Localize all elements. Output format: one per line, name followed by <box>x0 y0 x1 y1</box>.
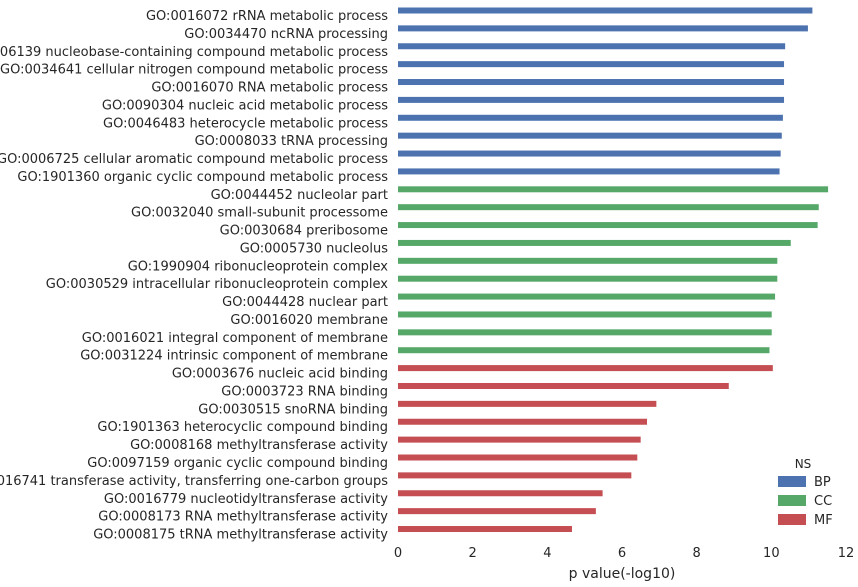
category-label: GO:0016779 nucleotidyltransferase activi… <box>104 492 388 507</box>
legend-swatch-mf <box>778 514 806 525</box>
bar-bp <box>398 132 782 139</box>
category-label: GO:0006139 nucleobase-containing compoun… <box>0 45 388 60</box>
x-tick-label: 8 <box>693 546 701 561</box>
category-label: GO:0034641 cellular nitrogen compound me… <box>0 63 388 78</box>
bar-cc <box>398 347 770 354</box>
bar-bp <box>398 96 785 103</box>
category-label: GO:0008033 tRNA processing <box>195 134 388 149</box>
x-tick-label: 2 <box>469 546 477 561</box>
legend: NS BP CC MF <box>778 457 833 528</box>
category-label: GO:0090304 nucleic acid metabolic proces… <box>102 98 388 113</box>
category-label: GO:0006725 cellular aromatic compound me… <box>0 152 388 167</box>
bar-mf <box>398 418 648 425</box>
bar-bp <box>398 114 783 121</box>
category-label: GO:0016741 transferase activity, transfe… <box>0 474 388 489</box>
legend-swatch-bp <box>778 476 806 487</box>
bar-mf <box>398 436 641 443</box>
category-label: GO:0046483 heterocycle metabolic process <box>103 116 388 131</box>
bar-mf <box>398 508 596 515</box>
category-label: GO:0032040 small-subunit processome <box>131 206 388 221</box>
x-tick-label: 0 <box>394 546 402 561</box>
category-label: GO:1901363 heterocyclic compound binding <box>97 420 388 435</box>
legend-swatch-cc <box>778 495 806 506</box>
category-label: GO:0016021 integral component of membran… <box>82 331 388 346</box>
bar-cc <box>398 275 778 282</box>
category-label: GO:0016020 membrane <box>230 313 388 328</box>
category-label: GO:0016072 rRNA metabolic process <box>146 9 388 24</box>
category-label: GO:0030515 snoRNA binding <box>198 402 388 417</box>
category-label: GO:0031224 intrinsic component of membra… <box>80 349 388 364</box>
x-tick-label: 12 <box>838 546 855 561</box>
bar-cc <box>398 204 819 211</box>
category-label: GO:0044428 nuclear part <box>222 295 388 310</box>
x-tick-label: 6 <box>618 546 626 561</box>
bar-bp <box>398 168 780 175</box>
category-label: GO:1901360 organic cyclic compound metab… <box>17 170 388 185</box>
x-tick-label: 4 <box>543 546 551 561</box>
x-tick-label: 10 <box>763 546 780 561</box>
x-axis-title: p value(-log10) <box>569 566 676 582</box>
category-label: GO:0005730 nucleolus <box>240 241 389 256</box>
category-label: GO:1990904 ribonucleoprotein complex <box>128 259 389 274</box>
category-label: GO:0008168 methyltransferase activity <box>130 438 388 453</box>
category-label: GO:0044452 nucleolar part <box>211 188 388 203</box>
bar-mf <box>398 365 773 372</box>
bar-mf <box>398 454 638 461</box>
legend-label-bp: BP <box>814 475 831 490</box>
bar-bp <box>398 79 785 86</box>
category-label: GO:0030684 preribosome <box>220 224 388 239</box>
bar-mf <box>398 526 572 533</box>
category-label: GO:0016070 RNA metabolic process <box>151 81 388 96</box>
bar-cc <box>398 329 772 336</box>
bar-bp <box>398 61 785 68</box>
legend-title: NS <box>795 457 812 471</box>
bar-cc <box>398 186 829 193</box>
bar-mf <box>398 490 603 497</box>
bar-cc <box>398 257 778 264</box>
bar-bp <box>398 43 786 50</box>
bar-bp <box>398 7 813 14</box>
bar-bp <box>398 150 781 157</box>
category-label: GO:0003723 RNA binding <box>221 384 388 399</box>
category-labels: GO:0016072 rRNA metabolic process GO:0034… <box>0 9 388 543</box>
category-label: GO:0034470 ncRNA processing <box>184 27 388 42</box>
bar-mf <box>398 472 632 479</box>
bar-mf <box>398 400 657 407</box>
category-label: GO:0008173 RNA methyltransferase activit… <box>98 510 388 525</box>
category-label: GO:0097159 organic cyclic compound bindi… <box>87 456 388 471</box>
bar-cc <box>398 293 776 300</box>
category-label: GO:0008175 tRNA methyltransferase activi… <box>93 528 388 543</box>
bar-cc <box>398 239 791 246</box>
x-axis-ticks: 0 2 4 6 8 10 12 <box>394 546 854 561</box>
bar-cc <box>398 222 818 229</box>
legend-label-mf: MF <box>814 513 833 528</box>
legend-label-cc: CC <box>814 494 832 509</box>
category-label: GO:0030529 intracellular ribonucleoprote… <box>46 277 389 292</box>
bar-mf <box>398 382 729 389</box>
bar-bp <box>398 25 808 32</box>
category-label: GO:0003676 nucleic acid binding <box>172 367 388 382</box>
bar-cc <box>398 311 772 318</box>
bars <box>398 7 829 533</box>
